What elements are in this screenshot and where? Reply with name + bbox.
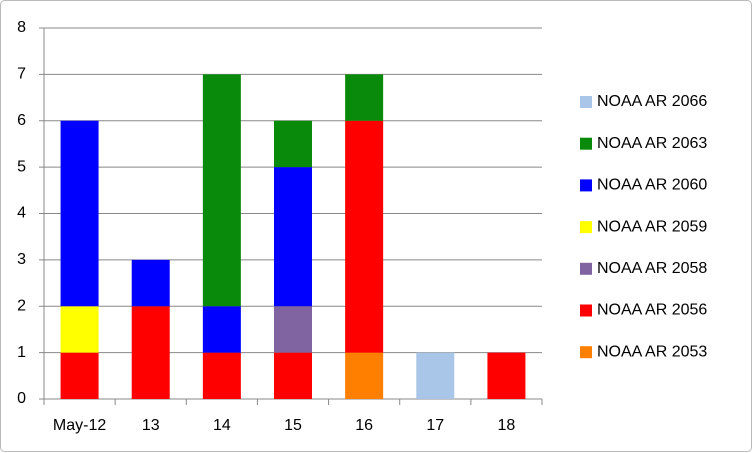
legend-label: NOAA AR 2056 [597, 302, 707, 319]
y-tick-label: 0 [17, 390, 26, 407]
bar-segment [274, 120, 312, 168]
bar-segment [345, 352, 384, 399]
legend-label: NOAA AR 2066 [597, 93, 707, 110]
y-tick-label: 4 [17, 205, 26, 222]
y-tick-label: 2 [17, 297, 26, 314]
bar-segment [274, 167, 312, 307]
legend-label: NOAA AR 2059 [597, 218, 707, 235]
legend-label: NOAA AR 2063 [597, 135, 707, 152]
bar-segment [487, 352, 526, 399]
y-tick-label: 8 [17, 19, 26, 36]
bar-segment [131, 259, 170, 307]
x-tick-label: May-12 [53, 417, 106, 434]
bar-segment [274, 306, 312, 353]
legend-swatch [580, 96, 592, 108]
y-tick-label: 6 [17, 112, 26, 129]
bar-segment [345, 120, 384, 353]
legend-swatch [580, 221, 592, 234]
y-tick-label: 3 [17, 251, 26, 268]
bar-segment [131, 306, 170, 399]
x-tick-label: 17 [426, 417, 444, 434]
legend-swatch [580, 262, 592, 275]
x-tick-label: 18 [498, 417, 516, 434]
bar-segment [416, 352, 455, 399]
y-tick-label: 7 [17, 66, 26, 83]
bar-segment [202, 306, 241, 353]
x-tick-label: 13 [142, 417, 160, 434]
legend-swatch [580, 304, 592, 317]
bar-segment [60, 306, 99, 353]
legend-swatch [580, 179, 592, 192]
legend-label: NOAA AR 2060 [597, 177, 707, 194]
y-tick-label: 5 [17, 158, 26, 175]
legend-label: NOAA AR 2058 [597, 260, 707, 277]
bar-segment [345, 74, 384, 121]
bar-segment [274, 352, 312, 399]
legend-label: NOAA AR 2053 [597, 343, 707, 360]
bar-segment [60, 120, 99, 307]
x-tick-label: 14 [213, 417, 231, 434]
legend-swatch [580, 346, 592, 359]
bar-segment [202, 352, 241, 399]
x-tick-label: 16 [355, 417, 373, 434]
y-tick-label: 1 [17, 344, 26, 361]
legend-swatch [580, 137, 592, 150]
bar-segment [60, 352, 99, 399]
x-tick-label: 15 [284, 417, 302, 434]
bar-segment [202, 74, 241, 307]
